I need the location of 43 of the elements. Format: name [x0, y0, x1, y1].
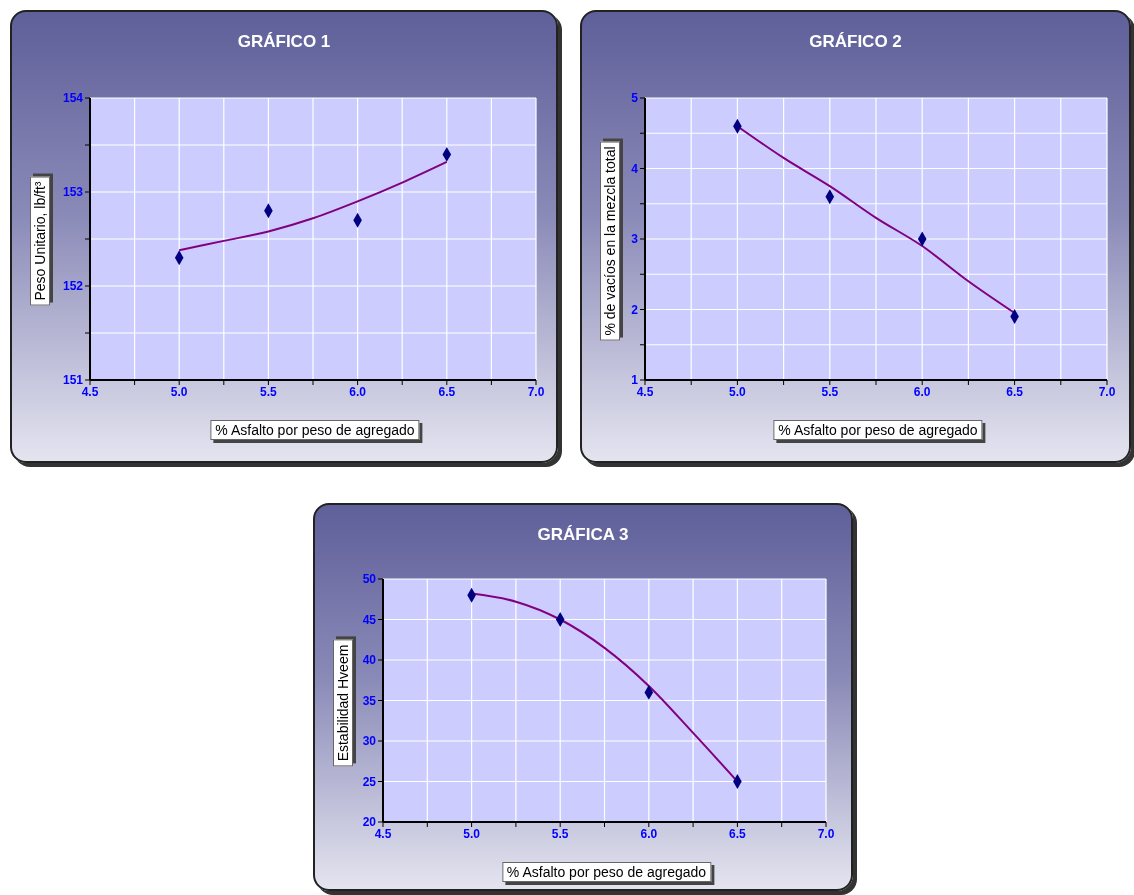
y-tick-label: 2 [631, 302, 639, 317]
y-tick-label: 5 [631, 91, 639, 106]
chart-title: GRÁFICO 1 [236, 32, 332, 52]
x-tick-label: 5.0 [729, 384, 747, 399]
x-axis-title: % Asfalto por peso de agregado [773, 420, 983, 440]
y-axis-title: Peso Unitario, lb/ft³ [30, 176, 50, 306]
y-tick-label: 3 [631, 232, 639, 247]
chart-title: GRÁFICA 3 [536, 525, 630, 545]
y-tick-label: 35 [362, 693, 377, 708]
y-tick-label: 45 [362, 612, 377, 627]
x-tick-label: 7.0 [1098, 384, 1116, 399]
y-tick-label: 4 [631, 161, 639, 176]
y-tick-label: 154 [62, 91, 84, 106]
x-axis-title: % Asfalto por peso de agregado [210, 420, 420, 440]
x-tick-label: 6.0 [640, 826, 658, 841]
x-tick-label: 5.5 [551, 826, 569, 841]
y-tick-label: 30 [362, 734, 377, 749]
x-tick-label: 6.5 [729, 826, 747, 841]
y-axis-title: Estabilidad Hveem [333, 639, 353, 766]
x-tick-label: 5.0 [170, 384, 188, 399]
y-tick-label: 153 [62, 185, 84, 200]
y-axis-title: % de vacíos en la mezcla total [600, 141, 620, 341]
x-axis-title: % Asfalto por peso de agregado [501, 862, 712, 882]
y-tick-label: 152 [62, 279, 84, 294]
y-tick-label: 1 [631, 373, 639, 388]
x-tick-label: 6.0 [349, 384, 367, 399]
x-tick-label: 6.5 [1006, 384, 1024, 399]
y-tick-label: 40 [362, 653, 377, 668]
x-tick-label: 6.0 [913, 384, 931, 399]
y-tick-label: 151 [62, 373, 84, 388]
x-tick-label: 4.5 [636, 384, 654, 399]
x-tick-label: 4.5 [81, 384, 99, 399]
x-tick-label: 7.0 [817, 826, 835, 841]
y-tick-label: 20 [362, 815, 377, 830]
x-tick-label: 7.0 [527, 384, 545, 399]
x-tick-label: 6.5 [438, 384, 456, 399]
x-tick-label: 5.0 [463, 826, 481, 841]
x-tick-label: 5.5 [260, 384, 278, 399]
y-tick-label: 25 [362, 774, 377, 789]
x-tick-label: 4.5 [374, 826, 392, 841]
chart-title: GRÁFICO 2 [808, 32, 903, 52]
y-tick-label: 50 [362, 572, 377, 587]
x-tick-label: 5.5 [821, 384, 839, 399]
